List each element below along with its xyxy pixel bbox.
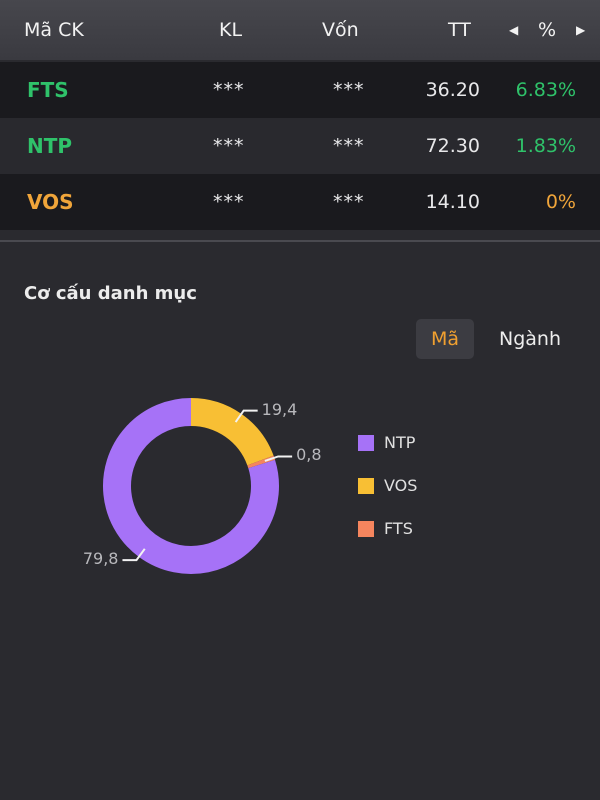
row-capital: *** <box>333 191 365 213</box>
row-percent: 1.83% <box>515 135 576 157</box>
holding-row-ntp[interactable]: NTP *** *** 72.30 1.83% <box>0 118 600 174</box>
holding-row-vos[interactable]: VOS *** *** 14.10 0% <box>0 174 600 230</box>
column-header-volume[interactable]: KL <box>219 19 243 41</box>
legend-swatch <box>358 435 374 451</box>
prev-column-icon[interactable]: ◀ <box>509 23 519 37</box>
donut-slice-ntp <box>103 398 279 574</box>
portfolio-structure-title: Cơ cấu danh mục <box>24 283 197 304</box>
row-capital: *** <box>333 135 365 157</box>
row-symbol: VOS <box>27 190 74 214</box>
legend-swatch <box>358 478 374 494</box>
legend-swatch <box>358 521 374 537</box>
row-price: 14.10 <box>425 191 480 213</box>
tab-by-code[interactable]: Mã <box>416 319 474 359</box>
column-header-symbol[interactable]: Mã CK <box>24 19 84 41</box>
tab-by-industry[interactable]: Ngành <box>498 328 561 350</box>
row-price: 36.20 <box>425 79 480 101</box>
leader-line-vos <box>234 409 258 423</box>
column-header-capital[interactable]: Vốn <box>322 19 359 41</box>
holding-row-fts[interactable]: FTS *** *** 36.20 6.83% <box>0 62 600 118</box>
row-percent: 0% <box>545 191 576 213</box>
legend-label: VOS <box>384 476 418 495</box>
row-price: 72.30 <box>425 135 480 157</box>
row-volume: *** <box>213 79 245 101</box>
row-volume: *** <box>213 191 245 213</box>
donut-slice-vos <box>190 398 274 466</box>
legend-label: FTS <box>384 519 413 538</box>
holdings-table-header: Mã CK KL Vốn TT ◀ % ▶ <box>0 0 600 60</box>
leader-line-ntp <box>122 548 146 562</box>
data-label-fts: 0,8 <box>296 445 322 465</box>
next-column-icon[interactable]: ▶ <box>576 23 586 37</box>
row-symbol: NTP <box>27 134 73 158</box>
row-capital: *** <box>333 79 365 101</box>
row-symbol: FTS <box>27 78 69 102</box>
legend-label: NTP <box>384 433 416 452</box>
portfolio-donut-chart: 19,4 0,8 79,8 <box>0 370 340 600</box>
data-label-ntp: 79,8 <box>82 549 119 569</box>
donut-chart-svg <box>103 398 293 574</box>
row-volume: *** <box>213 135 245 157</box>
section-divider <box>0 240 600 242</box>
column-header-price[interactable]: TT <box>448 19 471 41</box>
donut-slice-fts <box>247 455 276 469</box>
column-header-percent[interactable]: % <box>538 19 557 41</box>
leader-line-fts <box>264 455 293 462</box>
row-percent: 6.83% <box>515 79 576 101</box>
data-label-vos: 19,4 <box>261 399 298 419</box>
